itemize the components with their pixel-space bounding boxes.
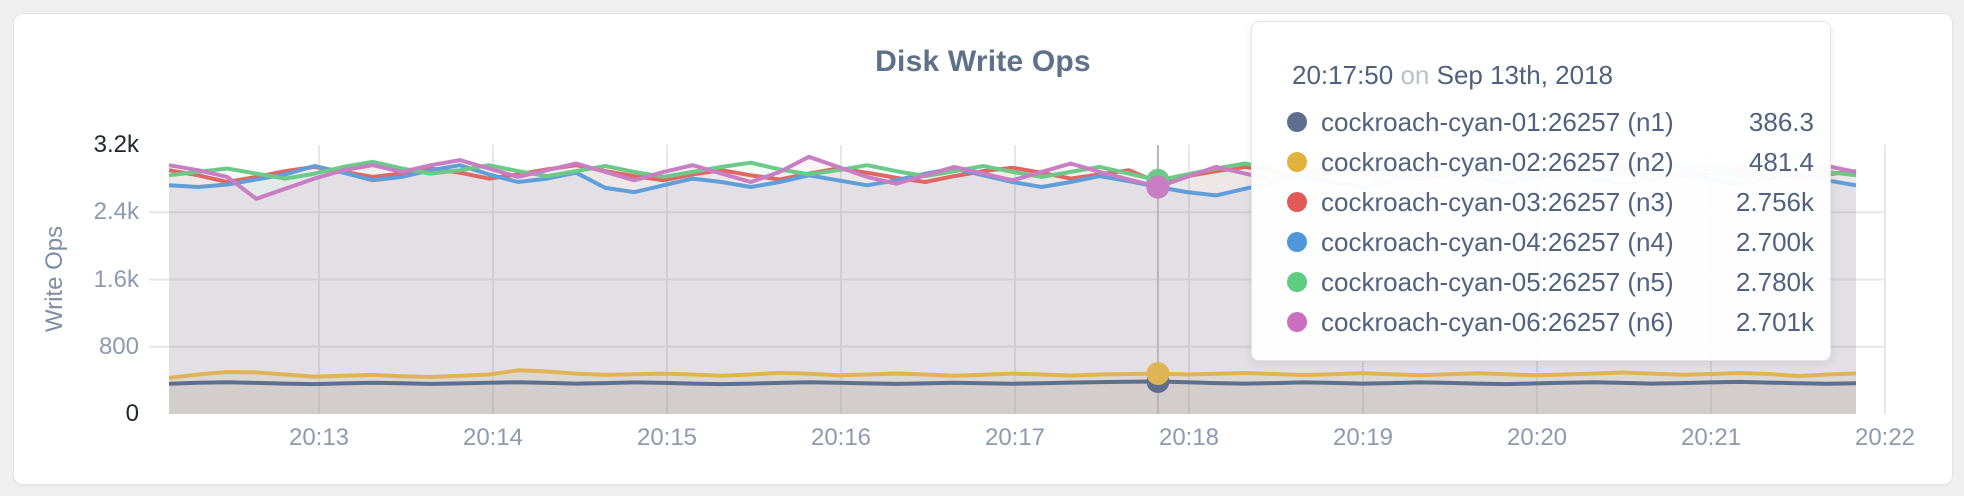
series-color-dot-icon bbox=[1287, 272, 1307, 292]
hover-point bbox=[1146, 362, 1170, 386]
tooltip-series-value: 2.701k bbox=[1735, 306, 1814, 337]
tooltip-date: Sep 13th, 2018 bbox=[1436, 60, 1613, 90]
tooltip-connector: on bbox=[1400, 60, 1430, 90]
tooltip-series-row: cockroach-cyan-05:26257 (n5) 2.780k bbox=[1282, 262, 1814, 302]
x-tick-label: 20:16 bbox=[810, 424, 872, 451]
x-tick-label: 20:13 bbox=[288, 424, 350, 451]
tooltip-series-name: cockroach-cyan-05:26257 (n5) bbox=[1321, 266, 1674, 297]
tooltip-series-list: cockroach-cyan-01:26257 (n1) 386.3 cockroa… bbox=[1282, 102, 1814, 342]
series-line bbox=[168, 368, 1857, 380]
tooltip-series-name: cockroach-cyan-01:26257 (n1) bbox=[1321, 106, 1674, 137]
tooltip-series-name: cockroach-cyan-03:26257 (n3) bbox=[1321, 186, 1674, 217]
tooltip-series-value: 2.780k bbox=[1735, 266, 1814, 297]
x-tick-label: 20:19 bbox=[1332, 424, 1394, 451]
series-color-dot-icon bbox=[1287, 152, 1307, 172]
tooltip-series-value: 481.4 bbox=[1748, 146, 1814, 177]
chart-card: Disk Write Ops Write Ops 0 800 1.6k 2.4k 3.2… bbox=[13, 13, 1953, 485]
series-color-dot-icon bbox=[1287, 192, 1307, 212]
y-tick-label: 2.4k bbox=[93, 198, 139, 226]
series-area bbox=[169, 381, 1856, 414]
tooltip-series-row: cockroach-cyan-01:26257 (n1) 386.3 bbox=[1282, 102, 1814, 142]
x-tick-label: 20:18 bbox=[1158, 424, 1220, 451]
x-tick-label: 20:22 bbox=[1854, 424, 1916, 451]
x-tick-label: 20:20 bbox=[1506, 424, 1568, 451]
x-tick-label: 20:21 bbox=[1680, 424, 1742, 451]
hover-point bbox=[1146, 175, 1170, 199]
chart-title: Disk Write Ops bbox=[875, 45, 1091, 78]
tooltip-series-row: cockroach-cyan-06:26257 (n6) 2.701k bbox=[1282, 302, 1814, 342]
y-tick-label: 0 bbox=[125, 400, 139, 427]
tooltip-time: 20:17:50 bbox=[1292, 60, 1394, 90]
tooltip-series-row: cockroach-cyan-04:26257 (n4) 2.700k bbox=[1282, 222, 1814, 262]
tooltip-series-row: cockroach-cyan-02:26257 (n2) 481.4 bbox=[1282, 142, 1814, 182]
x-tick-label: 20:15 bbox=[636, 424, 698, 451]
series-color-dot-icon bbox=[1287, 232, 1307, 252]
tooltip-series-row: cockroach-cyan-03:26257 (n3) 2.756k bbox=[1282, 182, 1814, 222]
tooltip-series-value: 2.700k bbox=[1735, 226, 1814, 257]
y-tick-label: 1.6k bbox=[93, 265, 139, 293]
x-tick-label: 20:17 bbox=[984, 424, 1046, 451]
tooltip-series-name: cockroach-cyan-02:26257 (n2) bbox=[1321, 146, 1674, 177]
y-tick-label: 800 bbox=[98, 332, 139, 360]
hover-tooltip: 20:17:50 on Sep 13th, 2018 cockroach-cya… bbox=[1251, 21, 1831, 361]
tooltip-series-name: cockroach-cyan-04:26257 (n4) bbox=[1321, 226, 1674, 257]
tooltip-series-name: cockroach-cyan-06:26257 (n6) bbox=[1321, 306, 1674, 337]
tooltip-series-value: 386.3 bbox=[1748, 106, 1814, 137]
tooltip-title: 20:17:50 on Sep 13th, 2018 bbox=[1292, 56, 1814, 94]
series-color-dot-icon bbox=[1287, 312, 1307, 332]
series-color-dot-icon bbox=[1287, 112, 1307, 132]
y-tick-label: 3.2k bbox=[93, 131, 139, 158]
series-line bbox=[168, 379, 1857, 387]
tooltip-series-value: 2.756k bbox=[1735, 186, 1814, 217]
x-tick-label: 20:14 bbox=[462, 424, 524, 451]
